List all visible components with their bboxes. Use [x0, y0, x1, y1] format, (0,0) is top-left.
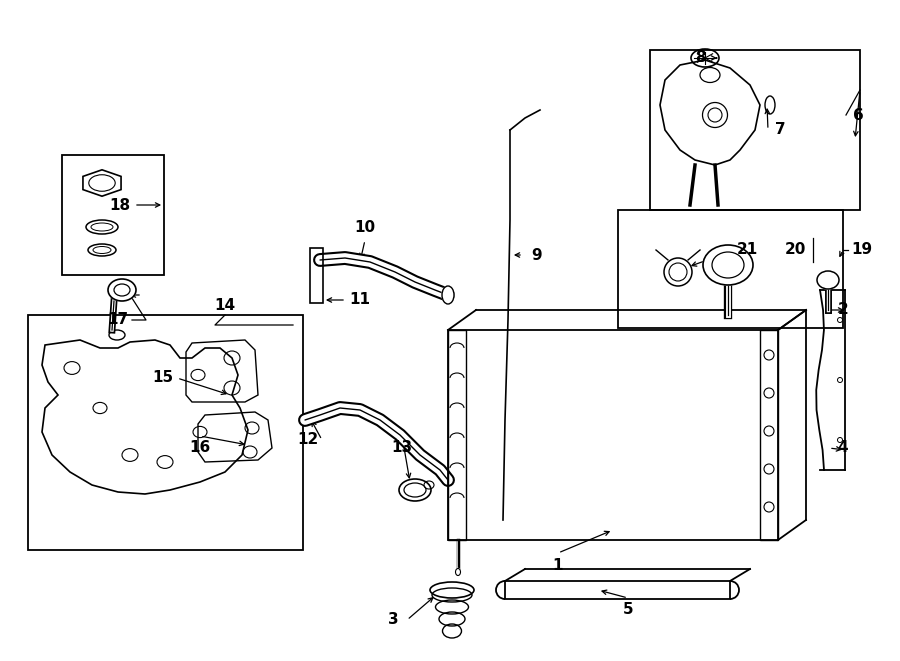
Bar [618, 210, 843, 328]
Bar [448, 330, 466, 540]
Text: 13: 13 [392, 440, 412, 455]
Text: 9: 9 [532, 247, 543, 262]
Bar [62, 155, 164, 275]
Text: 5: 5 [623, 602, 634, 617]
Text: 10: 10 [355, 221, 375, 235]
Ellipse shape [817, 271, 839, 289]
Text: 15: 15 [152, 371, 174, 385]
Text: 18: 18 [110, 198, 130, 212]
Text: 11: 11 [349, 293, 371, 307]
Text: 16: 16 [189, 440, 211, 455]
Ellipse shape [108, 279, 136, 301]
Text: 12: 12 [297, 432, 319, 447]
Text: 2: 2 [838, 303, 849, 317]
Text: 21: 21 [736, 243, 758, 258]
Text: 7: 7 [775, 122, 786, 137]
Bar [28, 315, 303, 550]
Text: 3: 3 [388, 613, 399, 627]
Bar [448, 330, 778, 540]
Text: 20: 20 [784, 243, 806, 258]
Text: 6: 6 [852, 108, 863, 122]
Ellipse shape [430, 582, 474, 598]
Bar [310, 248, 323, 303]
Ellipse shape [442, 286, 454, 304]
Text: 14: 14 [214, 297, 236, 313]
Ellipse shape [703, 245, 753, 285]
Ellipse shape [455, 568, 461, 576]
Bar [650, 50, 860, 210]
Ellipse shape [664, 258, 692, 286]
Text: 4: 4 [838, 440, 849, 455]
Text: 17: 17 [107, 313, 129, 327]
Text: 8: 8 [695, 50, 706, 65]
Text: 1: 1 [553, 557, 563, 572]
Bar [760, 330, 778, 540]
Text: 19: 19 [851, 243, 873, 258]
Bar [505, 581, 730, 599]
